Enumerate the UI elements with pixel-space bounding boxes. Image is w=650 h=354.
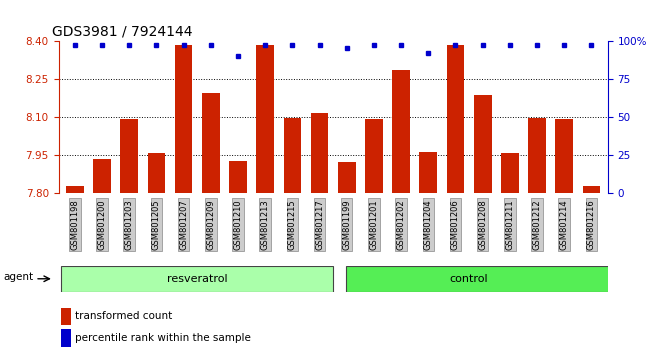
- Bar: [120, 119, 138, 193]
- Bar: [256, 45, 274, 193]
- Bar: [61, 308, 71, 325]
- Bar: [283, 118, 301, 193]
- Bar: [555, 119, 573, 193]
- Text: percentile rank within the sample: percentile rank within the sample: [75, 333, 251, 343]
- Text: agent: agent: [3, 273, 33, 282]
- Bar: [419, 152, 437, 193]
- Bar: [392, 70, 410, 193]
- FancyBboxPatch shape: [61, 266, 333, 292]
- Bar: [582, 186, 600, 193]
- Bar: [338, 162, 356, 193]
- Text: GDS3981 / 7924144: GDS3981 / 7924144: [52, 25, 192, 39]
- Text: transformed count: transformed count: [75, 312, 172, 321]
- Bar: [501, 153, 519, 193]
- Bar: [229, 161, 247, 193]
- Text: resveratrol: resveratrol: [167, 274, 228, 284]
- Bar: [66, 186, 84, 193]
- Bar: [202, 93, 220, 193]
- FancyBboxPatch shape: [346, 266, 631, 292]
- Bar: [61, 329, 71, 347]
- Bar: [93, 159, 111, 193]
- Text: control: control: [450, 274, 488, 284]
- Bar: [175, 45, 192, 193]
- Bar: [447, 45, 464, 193]
- Bar: [311, 113, 328, 193]
- Bar: [528, 118, 546, 193]
- Bar: [474, 95, 491, 193]
- Bar: [365, 119, 383, 193]
- Bar: [148, 153, 165, 193]
